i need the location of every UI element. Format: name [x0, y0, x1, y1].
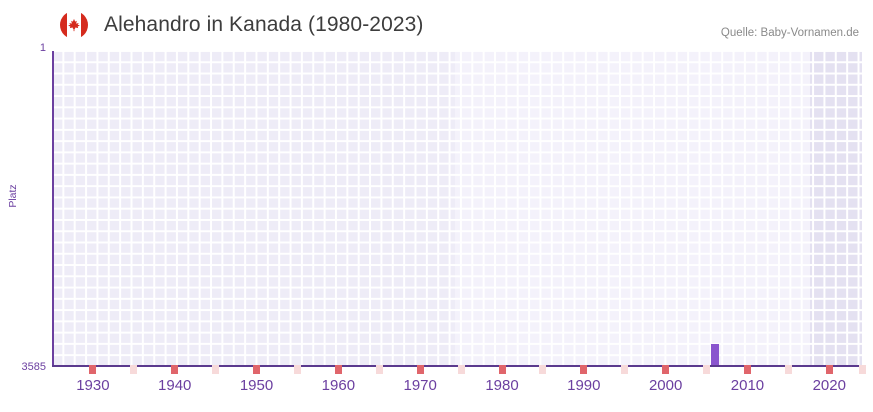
- x-axis-label-1980: 1980: [485, 377, 519, 394]
- chart-header: Alehandro in Kanada (1980-2023) Quelle: …: [0, 0, 873, 46]
- plot-area: [52, 51, 862, 367]
- x-axis-line: [52, 365, 862, 367]
- flag-band-left: [60, 11, 67, 39]
- x-tick-1940: [171, 365, 179, 374]
- x-axis-label-1960: 1960: [321, 377, 356, 394]
- y-axis-title: Platz: [7, 184, 19, 208]
- x-tick-1950: [253, 365, 261, 374]
- x-tick-2000: [662, 365, 670, 374]
- source-attribution: Quelle: Baby-Vornamen.de: [720, 27, 859, 39]
- x-tick-minor-1935: [130, 365, 138, 374]
- x-tick-minor-2005: [703, 365, 711, 374]
- y-axis-line: [52, 51, 54, 367]
- x-axis-label-1990: 1990: [567, 377, 601, 394]
- bar-2006: [710, 344, 719, 365]
- x-axis-label-2010: 2010: [730, 377, 765, 394]
- x-axis-label-1940: 1940: [158, 377, 192, 394]
- page-title: Alehandro in Kanada (1980-2023): [104, 13, 424, 36]
- x-tick-minor-2024: [858, 365, 866, 374]
- x-tick-1970: [416, 365, 424, 374]
- x-axis-ticks: [52, 365, 866, 374]
- y-axis-label-top: 1: [39, 42, 46, 54]
- x-tick-1930: [89, 365, 97, 374]
- x-tick-minor-1945: [212, 365, 220, 374]
- x-axis-label-2000: 2000: [648, 377, 683, 394]
- x-tick-2010: [743, 365, 751, 374]
- x-tick-minor-1995: [621, 365, 629, 374]
- x-axis-label-1950: 1950: [239, 377, 274, 394]
- x-tick-2020: [825, 365, 833, 374]
- bar-series: [52, 51, 862, 367]
- x-tick-minor-1975: [457, 365, 465, 374]
- x-tick-minor-1965: [375, 365, 383, 374]
- x-tick-minor-1985: [539, 365, 547, 374]
- x-tick-minor-1955: [293, 365, 301, 374]
- x-tick-1990: [580, 365, 588, 374]
- x-tick-minor-2015: [784, 365, 792, 374]
- x-axis-label-1970: 1970: [403, 377, 437, 394]
- y-axis-label-bottom: 3585: [21, 361, 46, 373]
- x-tick-1960: [334, 365, 342, 374]
- maple-leaf-icon: [68, 18, 80, 32]
- x-axis-label-1930: 1930: [76, 377, 110, 394]
- x-axis-labels: 1930 1940 1950 1960 1970 1980 1990 2000 2010 2020: [52, 376, 862, 398]
- x-axis-label-2020: 2020: [812, 377, 846, 394]
- flag-band-right: [81, 11, 88, 39]
- plot-gridlines: [52, 51, 862, 367]
- x-tick-1980: [498, 365, 506, 374]
- canada-flag-icon: [60, 11, 88, 39]
